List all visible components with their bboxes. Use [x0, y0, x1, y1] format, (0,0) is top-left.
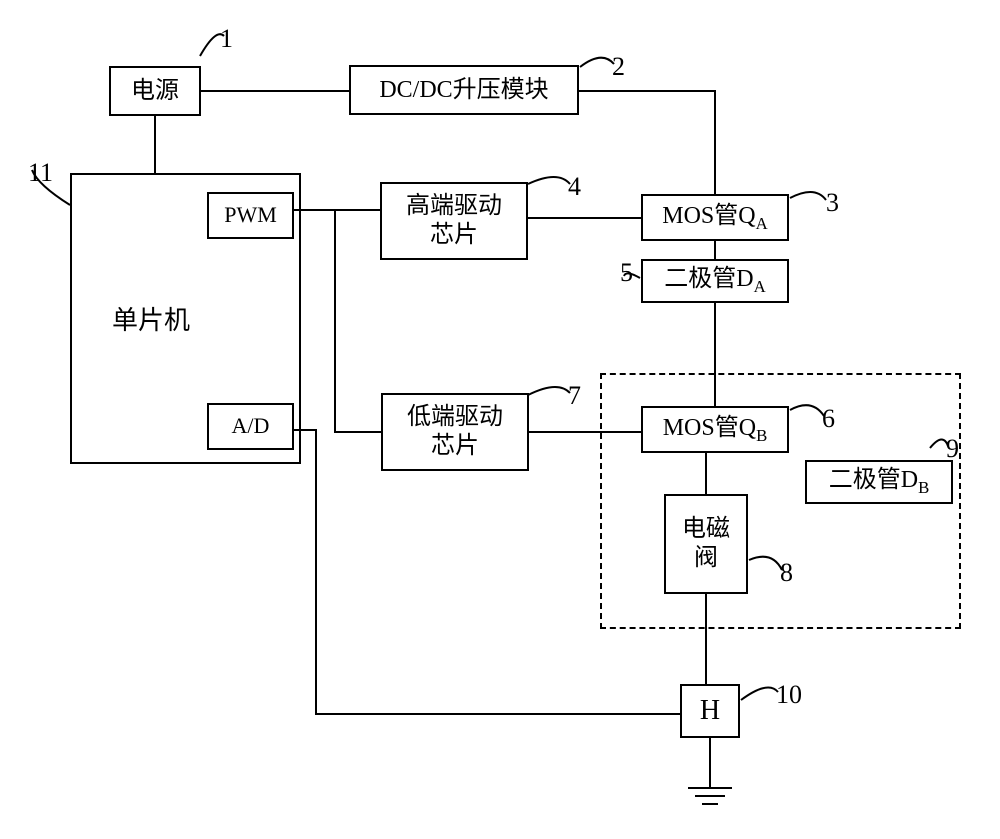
mcu-label: 单片机 — [112, 305, 190, 336]
diode-db-box: 二极管DB — [805, 460, 953, 504]
num-5: 5 — [620, 258, 633, 288]
ground-icon — [688, 788, 732, 804]
high-driver-label: 高端驱动 芯片 — [406, 192, 502, 250]
leader-4 — [528, 177, 570, 184]
num-10: 10 — [776, 680, 802, 710]
num-2: 2 — [612, 52, 625, 82]
dcdc-label: DC/DC升压模块 — [379, 76, 548, 105]
mos-qa-box: MOS管QA — [641, 194, 789, 241]
pwm-label: PWM — [224, 202, 277, 228]
low-driver-box: 低端驱动 芯片 — [381, 393, 529, 471]
low-driver-label: 低端驱动 芯片 — [407, 403, 503, 461]
mos-qb-label: MOS管QB — [663, 414, 768, 446]
wire-pwm-low — [335, 210, 381, 432]
diode-da-label: 二极管DA — [664, 265, 765, 297]
num-11: 11 — [28, 158, 53, 188]
valve-box: 电磁 阀 — [664, 494, 748, 594]
mos-qb-box: MOS管QB — [641, 406, 789, 453]
num-7: 7 — [568, 381, 581, 411]
power-label: 电源 — [131, 77, 179, 106]
diode-da-box: 二极管DA — [641, 259, 789, 303]
valve-label: 电磁 阀 — [682, 515, 730, 573]
leader-3 — [790, 192, 826, 200]
h-label: H — [700, 694, 720, 728]
num-9: 9 — [946, 434, 959, 464]
diode-db-label: 二极管DB — [829, 466, 930, 498]
pwm-box: PWM — [207, 192, 294, 239]
high-driver-box: 高端驱动 芯片 — [380, 182, 528, 260]
num-3: 3 — [826, 188, 839, 218]
diagram-stage: 单片机 PWM A/D 电源 DC/DC升压模块 高端驱动 芯片 低端驱动 芯片… — [0, 0, 1000, 839]
h-box: H — [680, 684, 740, 738]
wire-dcdc-qa — [579, 91, 715, 194]
num-4: 4 — [568, 172, 581, 202]
num-1: 1 — [220, 24, 233, 54]
mos-qa-label: MOS管QA — [662, 202, 767, 234]
power-box: 电源 — [109, 66, 201, 116]
ad-box: A/D — [207, 403, 294, 450]
num-8: 8 — [780, 558, 793, 588]
dcdc-box: DC/DC升压模块 — [349, 65, 579, 115]
leader-10 — [741, 688, 778, 701]
num-6: 6 — [822, 404, 835, 434]
ad-label: A/D — [232, 413, 270, 439]
leader-7 — [528, 387, 570, 395]
leader-2 — [580, 58, 614, 67]
